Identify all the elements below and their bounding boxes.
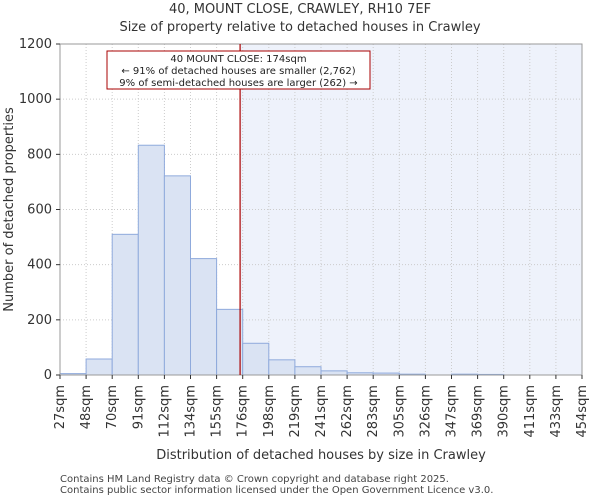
x-tick-label: 411sqm bbox=[523, 385, 538, 438]
histogram-bar bbox=[216, 308, 244, 376]
x-tick-label: 326sqm bbox=[418, 385, 433, 438]
x-tick-label: 305sqm bbox=[392, 385, 407, 438]
histogram-bar bbox=[268, 359, 296, 376]
histogram-bar bbox=[190, 258, 218, 376]
annotation-text-line: 40 MOUNT CLOSE: 174sqm bbox=[170, 54, 306, 65]
y-tick-label: 200 bbox=[27, 313, 52, 328]
y-tick-label: 1000 bbox=[19, 92, 52, 107]
x-tick-label: 369sqm bbox=[471, 385, 486, 438]
x-tick-label: 433sqm bbox=[549, 385, 564, 438]
x-tick-label: 219sqm bbox=[288, 385, 303, 438]
annotation-text-line: 9% of semi-detached houses are larger (2… bbox=[119, 78, 357, 89]
x-tick-label: 176sqm bbox=[236, 385, 251, 438]
x-axis-label: Distribution of detached houses by size … bbox=[156, 448, 486, 463]
y-tick-label: 800 bbox=[27, 147, 52, 162]
x-tick-label: 241sqm bbox=[314, 385, 329, 438]
x-tick-label: 91sqm bbox=[131, 385, 146, 429]
x-tick-label: 134sqm bbox=[184, 385, 199, 438]
x-tick-label: 347sqm bbox=[445, 385, 460, 438]
annotation-box bbox=[106, 50, 371, 90]
footer-copyright: Contains HM Land Registry data © Crown c… bbox=[60, 474, 449, 485]
histogram-bar bbox=[294, 366, 322, 376]
histogram-chart: 0 200 400 600 800 1000 1200 27sqm 48sqm 70sqm 91sq… bbox=[2, 37, 590, 463]
x-tick-label: 27sqm bbox=[53, 385, 68, 429]
x-tick-label: 454sqm bbox=[575, 385, 590, 438]
y-tick-label: 600 bbox=[27, 203, 52, 218]
x-tick-label: 262sqm bbox=[340, 385, 355, 438]
x-tick-label: 48sqm bbox=[79, 385, 94, 429]
histogram-bar bbox=[320, 370, 348, 376]
x-tick-label: 390sqm bbox=[497, 385, 512, 438]
x-tick-label: 198sqm bbox=[262, 385, 277, 438]
footer-licence: Contains public sector information licen… bbox=[60, 485, 494, 496]
histogram-bar bbox=[242, 342, 270, 376]
histogram-bar bbox=[137, 144, 165, 376]
chart-subtitle: Size of property relative to detached ho… bbox=[119, 20, 481, 35]
y-axis-label: Number of detached properties bbox=[2, 107, 17, 312]
x-tick-label: 283sqm bbox=[366, 385, 381, 438]
histogram-bar bbox=[163, 175, 191, 376]
x-tick-label: 112sqm bbox=[157, 385, 172, 438]
y-tick-label: 0 bbox=[44, 368, 52, 383]
chart-title: 40, MOUNT CLOSE, CRAWLEY, RH10 7EF bbox=[168, 2, 432, 17]
histogram-bar bbox=[111, 233, 139, 376]
x-tick-label: 70sqm bbox=[105, 385, 120, 429]
annotation-text-line: ← 91% of detached houses are smaller (2,… bbox=[121, 66, 355, 77]
y-tick-label: 1200 bbox=[19, 37, 52, 52]
x-tick-label: 155sqm bbox=[210, 385, 225, 438]
histogram-bar bbox=[85, 358, 113, 376]
y-tick-label: 400 bbox=[27, 258, 52, 273]
